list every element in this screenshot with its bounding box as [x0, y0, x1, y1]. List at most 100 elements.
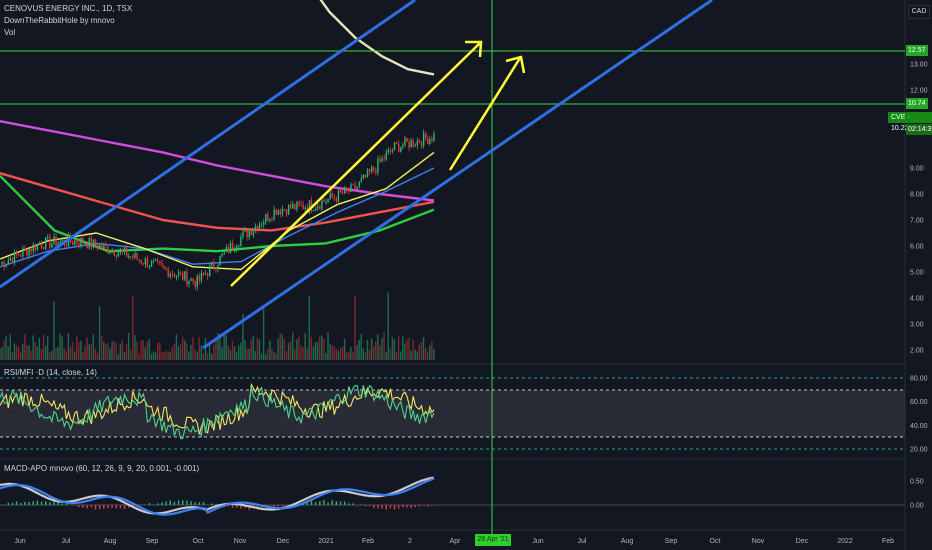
macd-histogram-bar	[7, 502, 10, 505]
macd-histogram-bar	[94, 505, 97, 510]
volume-bar	[127, 332, 130, 360]
candle-body	[231, 243, 234, 250]
candle-body	[269, 218, 271, 221]
candle-body	[360, 178, 363, 182]
volume-bar	[107, 343, 109, 360]
volume-bar	[152, 351, 155, 360]
macd-histogram-bar	[103, 505, 105, 509]
volume-bar	[283, 338, 286, 360]
candle-body	[252, 230, 255, 236]
candle-body	[88, 237, 90, 249]
candle-body	[101, 244, 103, 249]
volume-bar	[408, 337, 410, 360]
volume-bar	[140, 340, 142, 360]
candle-body	[391, 150, 394, 152]
candle-body	[200, 273, 203, 281]
candle-body	[225, 246, 228, 252]
candle-body	[223, 251, 225, 254]
arrow-trend-1[interactable]	[230, 40, 483, 287]
candle-body	[323, 200, 325, 202]
candle-body	[341, 192, 344, 194]
bar-countdown: 02:14:3	[906, 124, 932, 135]
candle-body	[82, 237, 84, 244]
volume-bar	[125, 344, 128, 360]
volume-bar	[327, 332, 329, 360]
volume-bar	[229, 350, 232, 360]
time-axis-label: Jun	[14, 538, 25, 545]
channel-line-lower[interactable]	[202, 0, 713, 350]
candle-body	[78, 243, 80, 246]
macd-histogram-bar	[173, 501, 176, 505]
candle-body	[96, 245, 99, 250]
candle-body	[304, 207, 306, 210]
macd-axis-tick: 0.00	[910, 503, 924, 510]
volume-bar	[429, 345, 431, 360]
candle-body	[285, 209, 288, 215]
candle-body	[57, 243, 59, 247]
volume-bar	[115, 343, 117, 360]
candle-body	[198, 276, 201, 281]
volume-bar	[192, 336, 194, 360]
volume-bar	[360, 333, 362, 360]
volume-bar	[215, 337, 217, 360]
macd-histogram-bar	[152, 504, 155, 505]
macd-histogram-bar	[61, 503, 63, 505]
oscillator-line	[0, 384, 435, 440]
price-axis-tick: 6.00	[910, 244, 924, 251]
volume-bar	[144, 347, 146, 360]
volume-bar	[30, 351, 32, 360]
volume-bar	[98, 306, 101, 360]
macd-histogram-bar	[169, 500, 171, 505]
macd-histogram-bar	[256, 505, 259, 508]
rsi-axis-tick: 20.00	[910, 447, 928, 454]
macd-histogram-bar	[123, 505, 126, 509]
macd-histogram-bar	[98, 505, 101, 509]
volume-bar	[76, 335, 78, 360]
candle-body	[373, 167, 375, 170]
volume-bar	[310, 337, 313, 360]
volume-bar	[94, 348, 97, 360]
volume-bar	[40, 348, 43, 360]
macd-histogram-bar	[148, 503, 151, 505]
volume-label: Vol	[4, 28, 16, 37]
candle-body	[406, 137, 408, 142]
candle-body	[132, 256, 134, 258]
macd-histogram-bar	[397, 505, 400, 509]
macd-histogram-bar	[368, 505, 371, 507]
candle-body	[175, 275, 178, 278]
candle-body	[65, 244, 68, 246]
macd-apo	[0, 476, 435, 516]
candle-body	[219, 255, 221, 265]
volume-bar	[119, 343, 122, 360]
volume-bar	[370, 338, 373, 360]
volume-bar	[78, 342, 80, 360]
candle-body	[80, 237, 82, 246]
volume-bar	[51, 351, 53, 360]
volume-bar	[424, 347, 427, 360]
arrow-trend-2[interactable]	[448, 55, 526, 171]
volume-bar	[88, 344, 90, 360]
candle-body	[339, 190, 342, 193]
candle-body	[263, 222, 265, 225]
volume-bar	[90, 344, 92, 360]
volume-bar	[213, 344, 215, 360]
volume-bar	[379, 345, 381, 360]
volume-bar	[416, 351, 418, 360]
macd-histogram-bar	[15, 501, 18, 505]
price-axis-tick: 13.00	[910, 62, 928, 69]
channel-line-upper[interactable]	[0, 0, 416, 289]
currency-badge[interactable]: CAD	[908, 5, 930, 19]
candle-body	[331, 193, 333, 198]
candle-body	[250, 231, 252, 236]
candle-body	[279, 210, 282, 215]
time-axis-label: Aug	[621, 538, 634, 545]
volume-bar	[381, 338, 383, 360]
price-axis-tick: 8.00	[910, 192, 924, 199]
macd-histogram-bar	[364, 505, 367, 507]
candle-body	[348, 189, 350, 192]
candle-body	[115, 255, 117, 257]
macd-histogram-bar	[90, 505, 93, 508]
volume-bar	[225, 334, 227, 360]
candle-body	[206, 274, 209, 277]
volume-bar	[117, 353, 119, 360]
